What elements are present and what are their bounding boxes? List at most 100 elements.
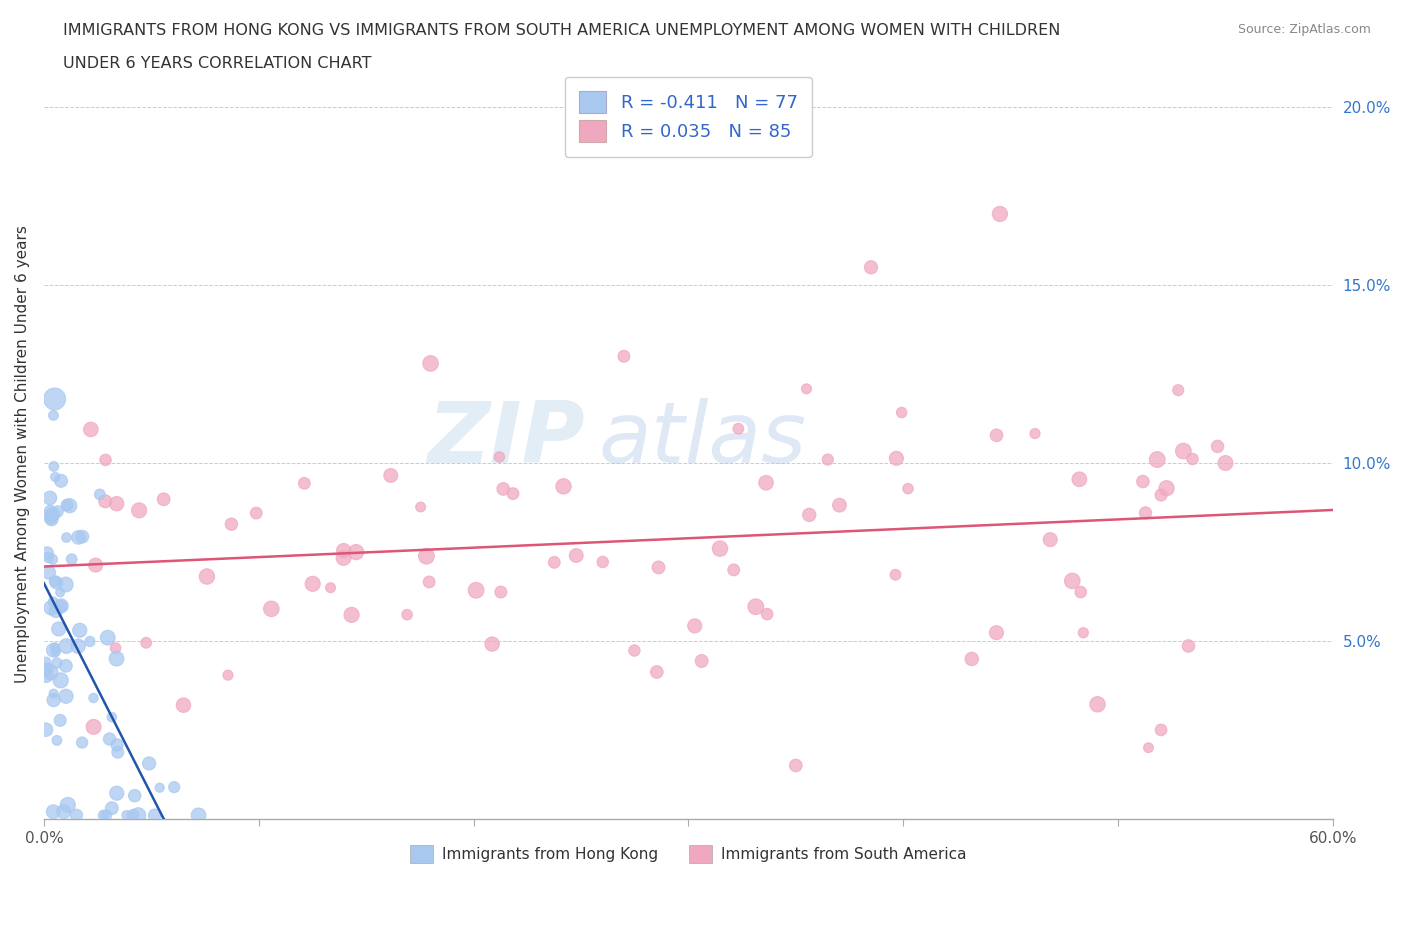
Point	[221, 517, 243, 532]
Point	[1137, 740, 1160, 755]
Point	[49, 585, 72, 600]
Point	[45, 644, 67, 659]
Point	[39, 665, 62, 680]
Point	[52, 804, 75, 819]
Point	[152, 492, 174, 507]
Point	[67, 530, 90, 545]
Legend: Immigrants from Hong Kong, Immigrants from South America: Immigrants from Hong Kong, Immigrants fr…	[404, 839, 973, 870]
Point	[89, 487, 111, 502]
Point	[543, 555, 565, 570]
Point	[986, 428, 1008, 443]
Point	[884, 567, 907, 582]
Point	[709, 541, 731, 556]
Point	[245, 506, 267, 521]
Point	[39, 504, 62, 519]
Point	[755, 475, 778, 490]
Point	[135, 635, 157, 650]
Point	[195, 569, 218, 584]
Point	[101, 710, 124, 724]
Point	[1156, 481, 1178, 496]
Text: atlas: atlas	[598, 398, 806, 481]
Point	[149, 780, 172, 795]
Point	[489, 585, 512, 600]
Point	[49, 673, 72, 688]
Point	[80, 422, 103, 437]
Point	[396, 607, 419, 622]
Point	[84, 558, 107, 573]
Point	[79, 634, 101, 649]
Point	[42, 594, 65, 609]
Point	[56, 498, 79, 512]
Point	[39, 601, 62, 616]
Point	[1215, 456, 1237, 471]
Point	[260, 602, 283, 617]
Point	[65, 808, 87, 823]
Point	[481, 637, 503, 652]
Point	[96, 808, 118, 823]
Point	[301, 577, 323, 591]
Point	[128, 503, 150, 518]
Point	[42, 804, 65, 819]
Point	[67, 639, 90, 654]
Point	[1062, 574, 1084, 589]
Point	[988, 206, 1011, 221]
Point	[623, 643, 645, 658]
Point	[502, 486, 524, 501]
Point	[1150, 723, 1173, 737]
Point	[817, 452, 839, 467]
Point	[105, 651, 128, 666]
Point	[799, 508, 821, 523]
Point	[143, 808, 166, 823]
Point	[465, 583, 488, 598]
Point	[49, 599, 72, 614]
Point	[49, 713, 72, 728]
Point	[683, 618, 706, 633]
Point	[37, 550, 59, 565]
Point	[122, 808, 145, 823]
Point	[723, 563, 745, 578]
Point	[45, 604, 67, 618]
Point	[1071, 625, 1094, 640]
Point	[217, 668, 239, 683]
Point	[105, 786, 128, 801]
Point	[107, 745, 129, 760]
Point	[44, 574, 66, 589]
Point	[101, 801, 124, 816]
Point	[1135, 506, 1157, 521]
Point	[55, 639, 77, 654]
Point	[380, 468, 402, 483]
Point	[1146, 452, 1168, 467]
Point	[44, 392, 66, 406]
Point	[105, 497, 128, 512]
Point	[1206, 439, 1229, 454]
Point	[1150, 487, 1173, 502]
Point	[55, 577, 77, 591]
Point	[187, 808, 209, 823]
Point	[45, 733, 67, 748]
Point	[69, 623, 91, 638]
Point	[565, 548, 588, 563]
Point	[319, 580, 342, 595]
Point	[44, 640, 66, 655]
Point	[138, 756, 160, 771]
Point	[409, 499, 432, 514]
Point	[94, 494, 117, 509]
Point	[72, 529, 94, 544]
Point	[163, 779, 186, 794]
Point	[1177, 639, 1199, 654]
Point	[37, 546, 59, 561]
Point	[332, 551, 354, 565]
Point	[727, 421, 749, 436]
Point	[859, 259, 882, 274]
Point	[55, 530, 77, 545]
Point	[42, 686, 65, 701]
Point	[796, 381, 818, 396]
Point	[97, 631, 120, 645]
Point	[37, 661, 59, 676]
Point	[1167, 383, 1189, 398]
Point	[897, 481, 920, 496]
Point	[418, 575, 440, 590]
Point	[1070, 585, 1092, 600]
Point	[1069, 472, 1091, 486]
Point	[332, 543, 354, 558]
